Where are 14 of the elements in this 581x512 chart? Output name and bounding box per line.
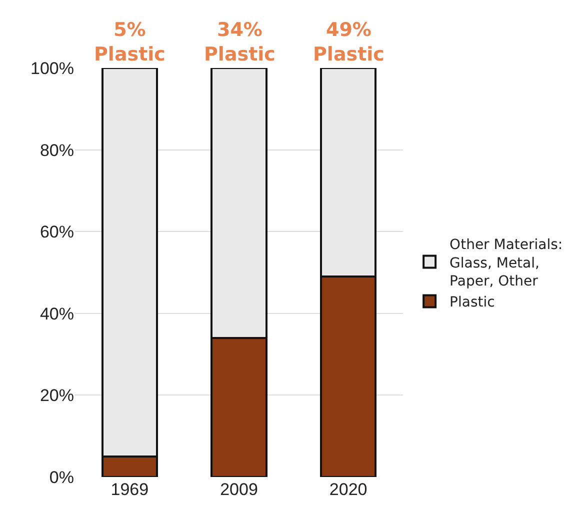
annotation: 5% Plastic	[94, 19, 166, 66]
y-tick-label: 60%	[40, 222, 74, 242]
x-tick-label: 2009	[220, 480, 258, 499]
y-tick-label: 100%	[30, 58, 74, 78]
annotation: 49% Plastic	[313, 19, 384, 66]
legend-label: Other Materials: Glass, Metal, Paper, Other	[450, 237, 563, 290]
x-tick-label: 2020	[329, 480, 368, 499]
y-tick-label: 40%	[40, 304, 74, 324]
x-tick-label: 1969	[110, 480, 149, 499]
y-tick-label: 20%	[40, 386, 74, 406]
y-tick-label: 80%	[40, 140, 74, 160]
legend-label: Plastic	[450, 294, 495, 311]
annotation: 34% Plastic	[204, 19, 276, 66]
y-tick-label: 0%	[49, 468, 74, 487]
